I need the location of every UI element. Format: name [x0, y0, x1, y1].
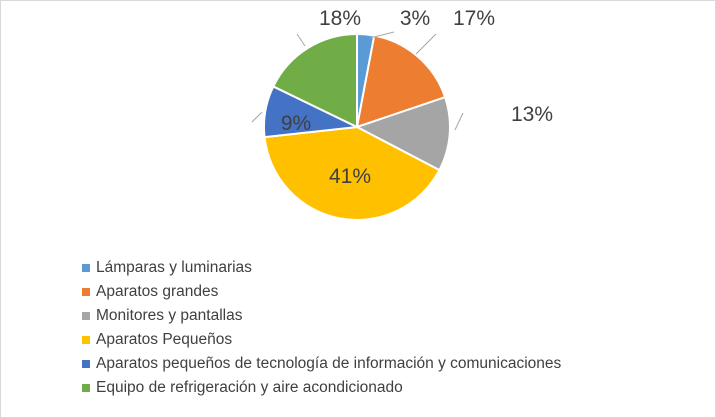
legend-label-3: Monitores y pantallas	[96, 307, 243, 324]
data-label-5: 9%	[281, 112, 311, 135]
leader-line-3	[454, 112, 464, 131]
pie-slice-6	[272, 33, 358, 128]
data-label-6: 18%	[319, 7, 361, 30]
leader-line-5	[251, 111, 263, 123]
legend-swatch-4	[82, 336, 90, 344]
leader-line-6	[296, 33, 306, 47]
legend-item-6: Equipo de refrigeración y aire acondicio…	[82, 376, 561, 400]
legend: Lámparas y luminarias Aparatos grandes Mon…	[82, 256, 561, 400]
legend-swatch-2	[82, 288, 90, 296]
legend-swatch-3	[82, 312, 90, 320]
legend-item-3: Monitores y pantallas	[82, 304, 561, 328]
legend-label-2: Aparatos grandes	[96, 283, 219, 300]
leader-lines	[251, 31, 464, 131]
pie-slice-3	[356, 96, 451, 172]
data-label-1: 3%	[400, 7, 430, 30]
data-label-4: 41%	[329, 165, 371, 188]
legend-item-5: Aparatos pequeños de tecnología de infor…	[82, 352, 561, 376]
legend-item-1: Lámparas y luminarias	[82, 256, 561, 280]
leader-line-1	[369, 31, 395, 39]
legend-label-5: Aparatos pequeños de tecnología de infor…	[96, 355, 562, 372]
legend-swatch-1	[82, 264, 90, 272]
data-label-3: 13%	[511, 103, 553, 126]
pie-slices	[263, 32, 451, 221]
legend-label-4: Aparatos Pequeños	[96, 331, 233, 348]
legend-item-4: Aparatos Pequeños	[82, 328, 561, 352]
legend-swatch-5	[82, 360, 90, 368]
legend-swatch-6	[82, 384, 90, 392]
data-label-2: 17%	[453, 7, 495, 30]
legend-label-6: Equipo de refrigeración y aire acondicio…	[96, 379, 403, 396]
pie-slice-4	[263, 126, 441, 221]
data-labels: 3% 17% 13% 41% 9% 18%	[281, 7, 553, 188]
legend-item-2: Aparatos grandes	[82, 280, 561, 304]
legend-label-1: Lámparas y luminarias	[96, 259, 252, 276]
leader-line-2	[415, 33, 437, 55]
